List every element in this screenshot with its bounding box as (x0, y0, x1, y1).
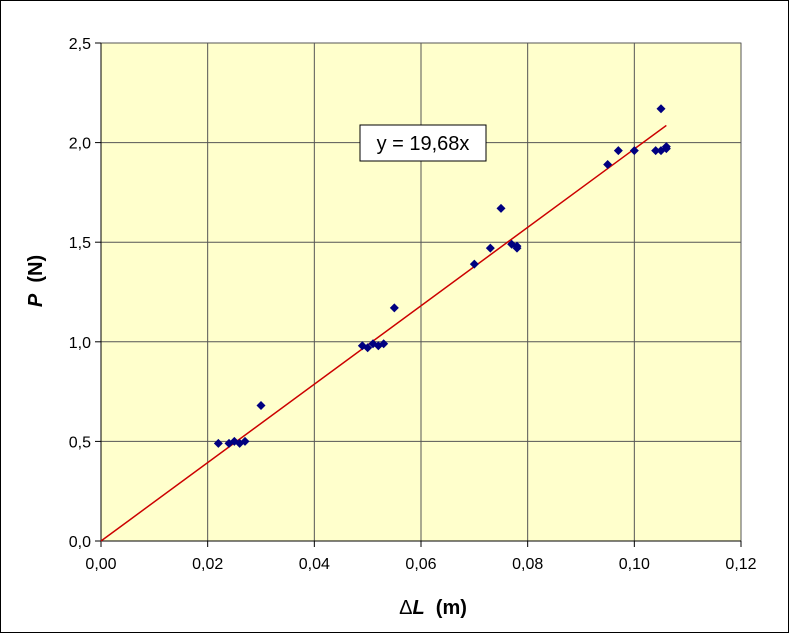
trendline (100, 124, 667, 542)
x-axis-title-unit: (m) (425, 597, 467, 619)
x-tick-label: 0,08 (512, 556, 543, 573)
data-point (389, 303, 399, 313)
y-tick-label: 1,0 (69, 335, 91, 352)
data-point (656, 104, 666, 114)
x-axis-title-delta: Δ (399, 597, 412, 619)
x-axis-title: ΔL (m) (399, 597, 467, 619)
y-axis-title-unit: (N) (25, 255, 47, 294)
y-tick-label: 0,0 (69, 534, 91, 551)
data-point (507, 239, 517, 249)
data-point (213, 438, 223, 448)
data-point (629, 146, 639, 156)
data-point (651, 146, 661, 156)
y-tick-label: 2,5 (69, 36, 91, 53)
y-tick-label: 2,0 (69, 136, 91, 153)
axes (95, 42, 742, 547)
data-points (213, 104, 671, 448)
data-point (512, 243, 522, 253)
y-axis-title: P (N) (25, 255, 47, 307)
trendline-equation-box: y = 19,68x (359, 124, 487, 162)
x-tick-label: 0,10 (619, 556, 650, 573)
y-tick-label: 0,5 (69, 434, 91, 451)
data-point (469, 259, 479, 269)
x-tick-label: 0,00 (85, 556, 116, 573)
data-point (379, 339, 389, 349)
data-point (363, 343, 373, 353)
y-tick-label: 1,5 (69, 235, 91, 252)
tick-labels: 0,00 0,02 0,04 0,06 0,08 0,10 0,12 0,0 0,5 1,0 1,5… (69, 36, 757, 573)
data-point (603, 160, 613, 170)
x-tick-label: 0,04 (299, 556, 330, 573)
data-point (496, 203, 506, 213)
x-tick-label: 0,06 (405, 556, 436, 573)
trendline-equation: y = 19,68x (377, 133, 470, 155)
data-point (485, 243, 495, 253)
y-axis-title-symbol: P (25, 293, 47, 307)
data-point (613, 146, 623, 156)
data-point (240, 436, 250, 446)
x-axis-title-symbol: L (412, 597, 424, 619)
x-tick-label: 0,12 (725, 556, 756, 573)
data-point (256, 401, 266, 411)
data-point (661, 142, 671, 152)
x-tick-label: 0,02 (192, 556, 223, 573)
